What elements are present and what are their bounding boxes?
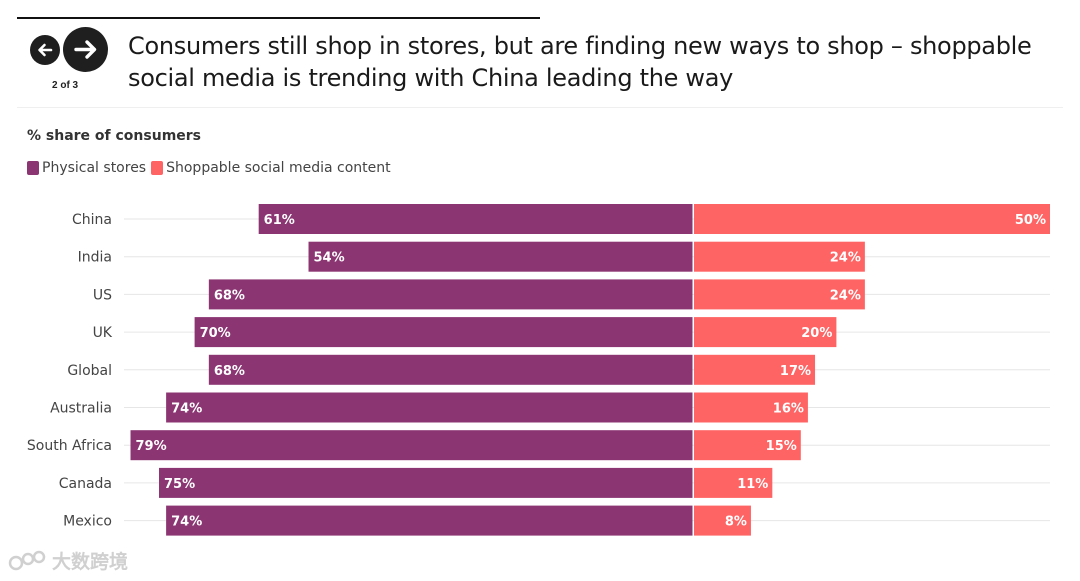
chart-legend: Physical stores Shoppable social media c… bbox=[27, 160, 396, 176]
bar-physical bbox=[208, 354, 693, 385]
data-label-physical: 79% bbox=[136, 439, 167, 454]
data-label-social: 15% bbox=[766, 439, 797, 454]
bar-social bbox=[694, 467, 773, 498]
watermark-text: 大数跨境 bbox=[52, 551, 129, 573]
bar-social bbox=[694, 505, 751, 536]
category-label: Mexico bbox=[63, 514, 112, 530]
category-label: Canada bbox=[59, 476, 112, 492]
bar-physical bbox=[159, 467, 693, 498]
bar-social bbox=[694, 392, 808, 423]
legend-swatch-social bbox=[151, 161, 164, 175]
header-divider bbox=[17, 107, 1063, 108]
legend-item-physical: Physical stores bbox=[27, 160, 146, 176]
arrow-right-icon bbox=[74, 40, 97, 59]
category-label: UK bbox=[93, 325, 113, 341]
bar-social bbox=[694, 279, 865, 310]
data-label-social: 24% bbox=[830, 288, 861, 303]
category-label: South Africa bbox=[27, 438, 112, 454]
bar-physical bbox=[208, 279, 693, 310]
data-label-social: 50% bbox=[1015, 213, 1046, 228]
data-label-social: 20% bbox=[801, 326, 832, 341]
data-label-physical: 68% bbox=[214, 364, 245, 379]
legend-label-social: Shoppable social media content bbox=[166, 160, 391, 176]
bar-social bbox=[694, 317, 837, 348]
data-label-physical: 74% bbox=[171, 515, 202, 530]
data-label-physical: 68% bbox=[214, 288, 245, 303]
category-label: US bbox=[93, 287, 112, 303]
category-label: China bbox=[72, 212, 112, 228]
diverging-bar-chart: China 61% 50% India 54% 24% US 68% 24% UK 70% 20% Gl… bbox=[27, 204, 1050, 536]
bar-physical bbox=[166, 392, 693, 423]
data-label-social: 17% bbox=[780, 364, 811, 379]
bar-physical bbox=[130, 430, 693, 461]
legend-label-physical: Physical stores bbox=[42, 160, 147, 176]
bar-physical bbox=[194, 317, 693, 348]
page-count: 2 of 3 bbox=[52, 80, 79, 91]
watermark: 大数跨境 bbox=[8, 547, 128, 574]
data-label-physical: 74% bbox=[171, 402, 202, 417]
bar-social bbox=[694, 241, 865, 272]
data-label-physical: 70% bbox=[200, 326, 231, 341]
category-label: India bbox=[78, 250, 112, 266]
watermark-logo-icon bbox=[8, 550, 46, 570]
bar-physical bbox=[308, 241, 693, 272]
bar-social bbox=[694, 430, 801, 461]
bar-social bbox=[694, 204, 1050, 234]
legend-item-social: Shoppable social media content bbox=[151, 160, 391, 176]
bar-social bbox=[694, 354, 816, 385]
data-label-physical: 61% bbox=[264, 213, 295, 228]
data-label-physical: 54% bbox=[314, 251, 345, 266]
data-label-social: 11% bbox=[737, 477, 768, 492]
chart-title: % share of consumers bbox=[27, 128, 202, 144]
page-title: Consumers still shop in stores, but are … bbox=[128, 32, 1032, 92]
data-label-social: 24% bbox=[830, 251, 861, 266]
top-rule bbox=[17, 17, 540, 19]
slide-navigation: 2 of 3 bbox=[30, 27, 110, 97]
previous-button[interactable] bbox=[30, 35, 60, 65]
data-label-social: 16% bbox=[773, 402, 804, 417]
arrow-left-icon bbox=[38, 43, 53, 57]
next-button[interactable] bbox=[63, 27, 108, 72]
category-label: Global bbox=[67, 363, 112, 379]
category-label: Australia bbox=[50, 401, 112, 417]
legend-swatch-physical bbox=[27, 161, 39, 175]
bar-physical bbox=[166, 505, 693, 536]
data-label-social: 8% bbox=[725, 515, 747, 530]
bar-physical bbox=[258, 204, 693, 234]
data-label-physical: 75% bbox=[164, 477, 195, 492]
